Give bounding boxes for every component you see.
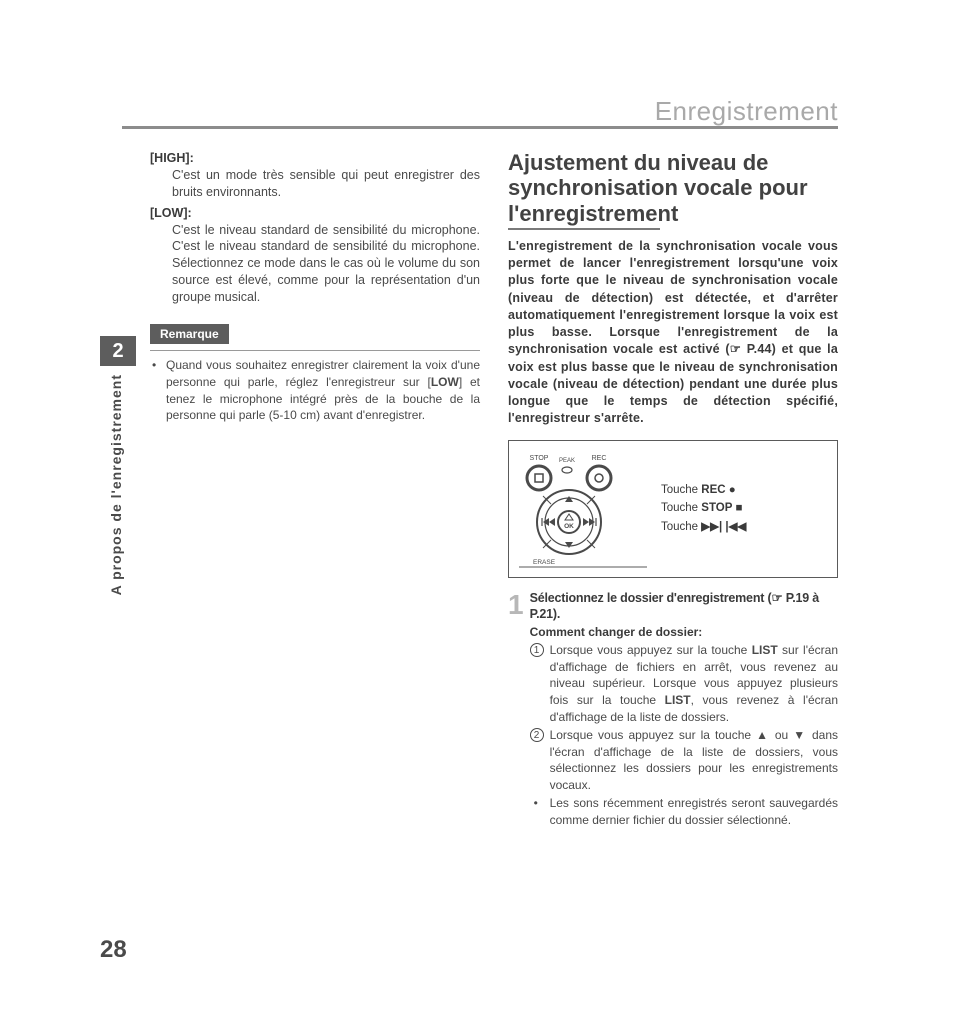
step-1: 1 Sélectionnez le dossier d'enregistreme…: [508, 590, 838, 829]
svg-text:STOP: STOP: [530, 455, 549, 462]
step-subtitle: Comment changer de dossier:: [530, 624, 838, 640]
touches-legend: Touche REC ● Touche STOP ■ Touche ▶▶| |◀…: [661, 481, 746, 536]
mode-low-label: [LOW]:: [150, 206, 192, 220]
mode-high-desc: C'est un mode très sensible qui peut enr…: [172, 167, 480, 201]
left-column: [HIGH]: C'est un mode très sensible qui …: [150, 150, 480, 924]
svg-text:ERASE: ERASE: [533, 559, 556, 566]
step-title: Sélectionnez le dossier d'enregistrement…: [530, 590, 838, 623]
step-item-1: 1Lorsque vous appuyez sur la touche LIST…: [530, 642, 838, 725]
step-number: 1: [508, 592, 524, 829]
svg-text:REC: REC: [592, 455, 607, 462]
mode-high-label: [HIGH]:: [150, 151, 194, 165]
step-numbered-list: 1Lorsque vous appuyez sur la touche LIST…: [530, 642, 838, 793]
device-diagram: STOP PEAK REC OK: [519, 450, 647, 568]
svg-text:PEAK: PEAK: [559, 458, 575, 464]
note-rule: [150, 350, 480, 351]
header-rule: [122, 126, 838, 129]
note-label: Remarque: [150, 324, 229, 344]
touche-nav: Touche ▶▶| |◀◀: [661, 518, 746, 536]
section-header: Enregistrement: [655, 96, 838, 127]
intro-text: L'enregistrement de la synchronisation v…: [508, 238, 838, 428]
right-column: Ajustement du niveau de synchronisation …: [508, 150, 838, 924]
note-list: Quand vous souhaitez enregistrer clairem…: [150, 357, 480, 424]
step-bullet-list: Les sons récemment enregistrés seront sa…: [530, 795, 838, 828]
svg-text:OK: OK: [564, 523, 574, 530]
chapter-tab-number: 2: [100, 336, 136, 366]
step-item-2: 2Lorsque vous appuyez sur la touche ▲ ou…: [530, 727, 838, 793]
chapter-vertical-label: A propos de l'enregistrement: [108, 374, 124, 595]
section-heading: Ajustement du niveau de synchronisation …: [508, 150, 838, 226]
page-number: 28: [100, 936, 127, 964]
step-bullet: Les sons récemment enregistrés seront sa…: [530, 795, 838, 828]
device-diagram-box: STOP PEAK REC OK: [508, 440, 838, 578]
mode-high: [HIGH]: C'est un mode très sensible qui …: [150, 150, 480, 201]
touche-rec: Touche REC ●: [661, 481, 746, 499]
mode-low-desc: C'est le niveau standard de sensibilité …: [172, 222, 480, 306]
mode-low: [LOW]: C'est le niveau standard de sensi…: [150, 205, 480, 306]
touche-stop: Touche STOP ■: [661, 499, 746, 517]
note-item: Quand vous souhaitez enregistrer clairem…: [150, 357, 480, 424]
heading-underline: [508, 228, 660, 230]
